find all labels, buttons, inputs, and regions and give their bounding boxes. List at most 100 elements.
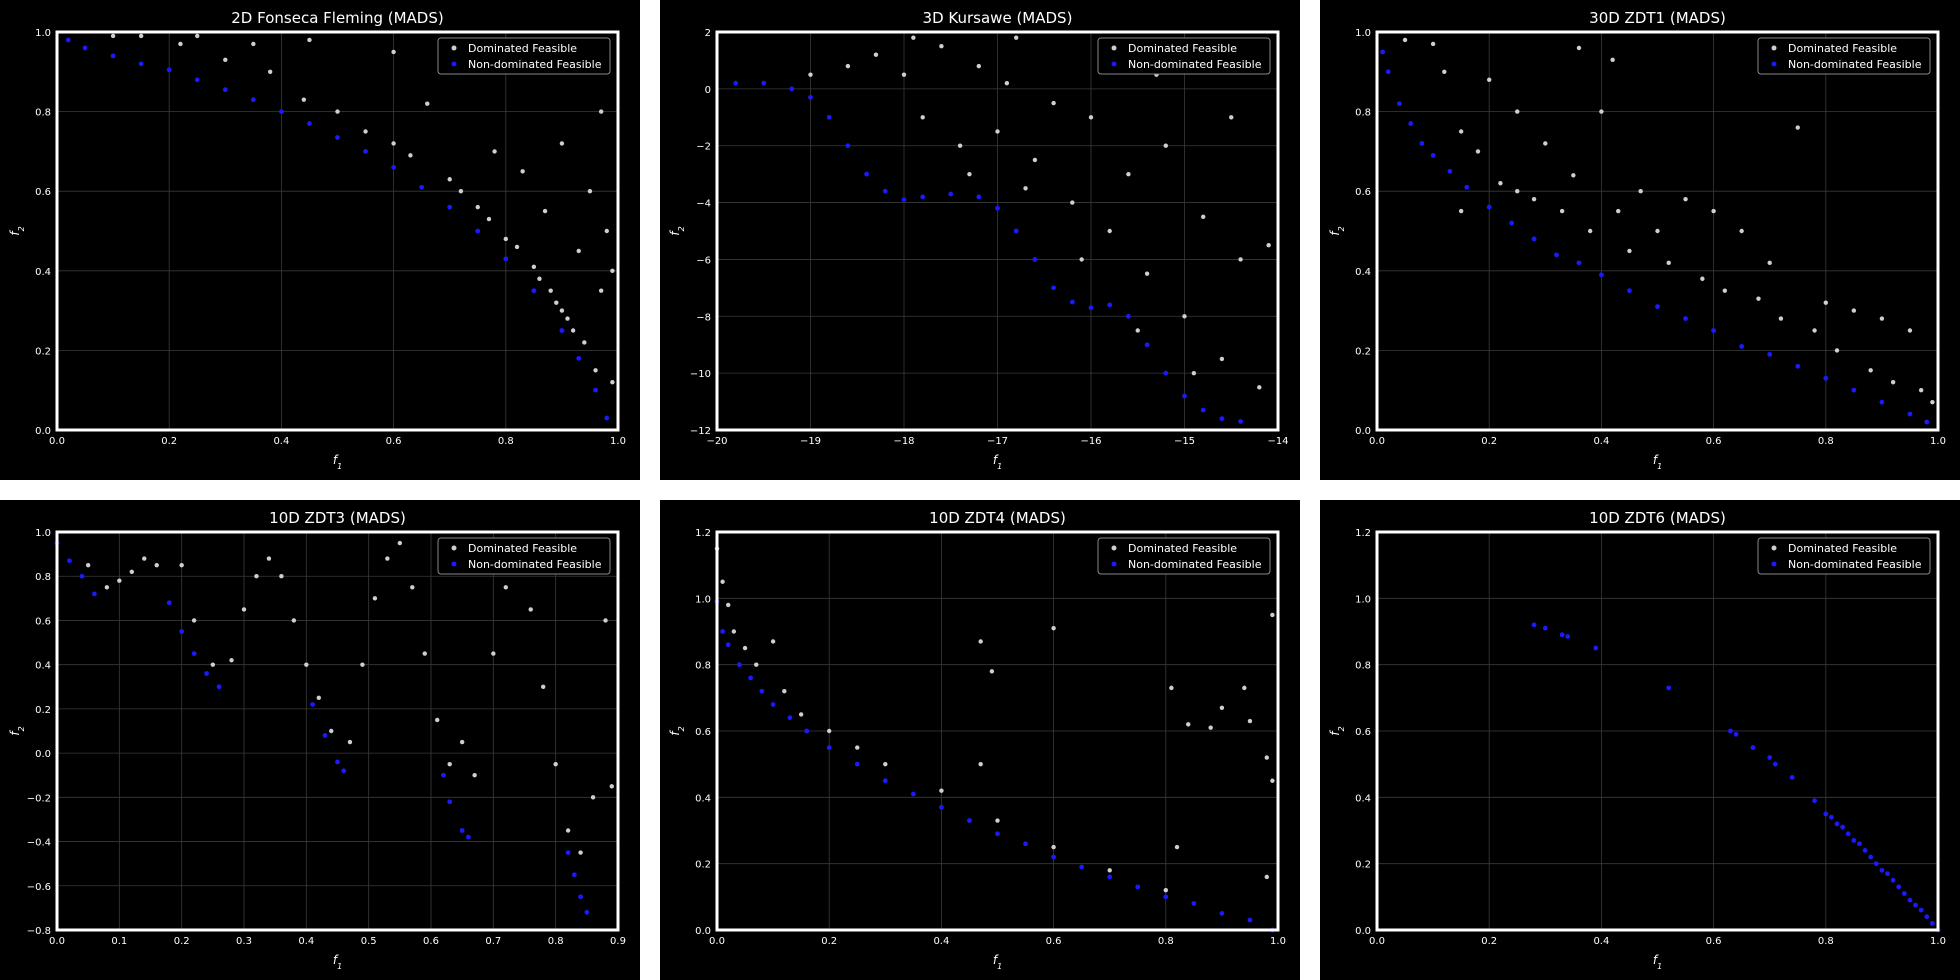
nondominated-point <box>1486 204 1492 210</box>
dominated-point <box>1270 612 1275 618</box>
legend-label-nondominated: Non-dominated Feasible <box>468 558 602 571</box>
nondominated-point <box>761 80 767 86</box>
dominated-point <box>726 602 731 608</box>
nondominated-point <box>733 80 739 86</box>
nondominated-point <box>1385 69 1391 75</box>
dominated-point <box>491 651 496 656</box>
dominated-point <box>920 115 925 120</box>
dominated-point <box>1767 260 1772 266</box>
dominated-point <box>731 629 737 634</box>
nondominated-point <box>1789 775 1795 780</box>
dominated-point <box>520 169 525 174</box>
nondominated-point <box>335 135 340 140</box>
y-tick-label: 1.0 <box>695 594 711 605</box>
dominated-point <box>179 562 184 568</box>
dominated-point <box>1023 186 1028 191</box>
dominated-point <box>251 41 256 47</box>
y-tick-label: 0.8 <box>1355 661 1371 672</box>
x-axis-label: f1 <box>333 953 342 971</box>
legend: Dominated Feasible Non-dominated Feasible <box>437 37 611 75</box>
nondominated-point <box>1627 288 1632 294</box>
y-tick-label: −4 <box>696 199 711 210</box>
nondominated-point <box>1683 316 1688 321</box>
nondominated-point <box>1554 252 1559 258</box>
dominated-point <box>304 662 309 667</box>
dominated-point <box>1879 316 1885 321</box>
nondominated-point <box>1885 871 1890 877</box>
nondominated-point <box>1576 260 1582 266</box>
nondominated-point <box>1840 824 1846 830</box>
nondominated-point <box>447 799 453 805</box>
nondominated-point <box>1051 854 1056 860</box>
dominated-point <box>1051 844 1056 850</box>
dominated-point <box>397 540 403 546</box>
nondominated-point <box>65 37 71 43</box>
nondominated-point <box>845 143 851 149</box>
x-axis-label: f1 <box>993 453 1002 471</box>
nondominated-point <box>1219 911 1225 916</box>
nondominated-point <box>391 164 396 170</box>
nondominated-point <box>310 702 315 707</box>
dominated-point <box>1135 328 1140 333</box>
legend-marker-dominated <box>1771 545 1777 551</box>
dominated-point <box>1247 718 1253 724</box>
dominated-point <box>1930 399 1935 405</box>
nondominated-point <box>1531 622 1537 628</box>
nondominated-point <box>910 791 916 797</box>
dominated-point <box>554 300 559 305</box>
nondominated-point <box>939 804 944 810</box>
x-tick-label: 0.4 <box>1593 436 1609 447</box>
legend-marker-dominated <box>451 545 457 551</box>
nondominated-point <box>1531 236 1537 242</box>
dominated-point <box>425 101 430 106</box>
x-tick-label: 0.6 <box>1706 436 1722 447</box>
nondominated-point <box>1032 257 1038 262</box>
dominated-point <box>316 695 321 701</box>
nondominated-point <box>1924 914 1930 920</box>
dominated-point <box>610 380 615 385</box>
x-tick-label: −15 <box>1174 436 1195 447</box>
nondominated-point <box>1795 363 1801 369</box>
nondominated-point <box>1013 228 1019 234</box>
dominated-point <box>104 585 110 590</box>
nondominated-point <box>1107 302 1113 308</box>
dominated-point <box>565 316 570 321</box>
dominated-point <box>291 618 297 623</box>
y-axis-label: f2 <box>668 726 686 735</box>
x-axis-label: f1 <box>1653 453 1662 471</box>
plot-frame <box>1375 530 1940 932</box>
x-tick-label: 0.1 <box>111 936 127 947</box>
nondominated-point <box>1857 841 1862 847</box>
dominated-point <box>1890 380 1896 385</box>
dominated-point <box>1907 328 1913 333</box>
dominated-point <box>1266 243 1271 248</box>
nondominated-point <box>604 415 610 421</box>
dominated-point <box>742 645 748 651</box>
dominated-point <box>408 153 413 158</box>
x-tick-label: 0.5 <box>361 936 377 947</box>
nondominated-point <box>1890 877 1896 883</box>
x-tick-label: 0.2 <box>1481 436 1497 447</box>
chart-panel-4: 0.0 0.1 0.2 0.3 0.4 0.5 0.6 0.7 0.8 0.9 −0.8 −0.6 −0… <box>0 500 640 980</box>
nondominated-point <box>1126 313 1131 319</box>
dominated-point <box>503 236 508 242</box>
nondominated-point <box>82 45 88 51</box>
dominated-point <box>1627 248 1632 254</box>
y-tick-label: 1.0 <box>35 28 51 39</box>
nondominated-point <box>1879 867 1885 873</box>
dominated-point <box>845 63 851 69</box>
legend-marker-nondominated <box>1771 561 1777 567</box>
dominated-point <box>1088 115 1094 120</box>
nondominated-point <box>67 558 72 564</box>
dominated-point <box>142 556 147 561</box>
nondominated-point <box>419 184 425 190</box>
dominated-point <box>1543 141 1548 146</box>
x-tick-label: 0.6 <box>1706 936 1722 947</box>
dominated-point <box>1032 157 1038 163</box>
x-tick-label: −16 <box>1080 436 1101 447</box>
y-tick-label: 1.2 <box>695 528 711 539</box>
x-tick-label: 1.0 <box>610 436 626 447</box>
y-tick-label: −0.2 <box>27 793 51 804</box>
nondominated-point <box>222 87 228 93</box>
y-tick-label: 0.6 <box>1355 727 1371 738</box>
